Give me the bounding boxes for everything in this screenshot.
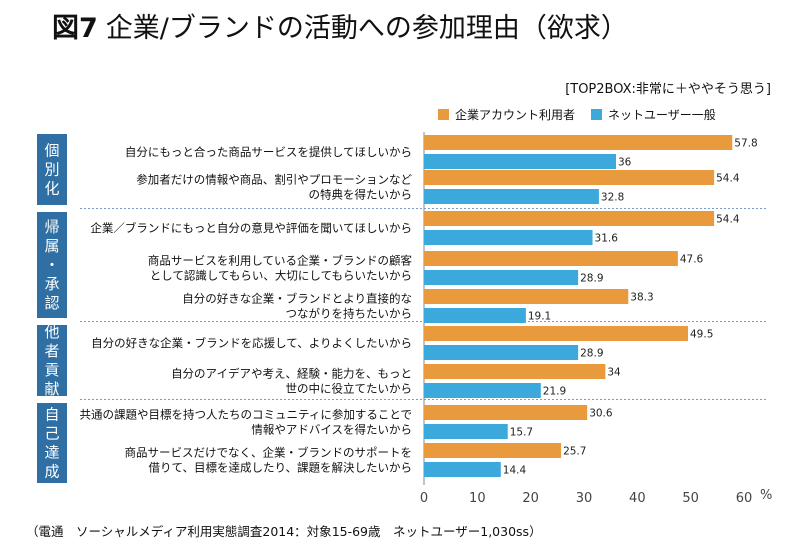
legend: 企業アカウント利用者 ネットユーザー一般 <box>438 106 732 123</box>
category-label: 企業／ブランドにもっと自分の意見や評価を聞いてほしいから <box>90 221 412 235</box>
bar-company <box>424 289 629 304</box>
legend-swatch-general <box>591 109 603 120</box>
category-label: 自分の好きな企業・ブランドとより直接的なつながりを持ちたいから <box>182 292 412 321</box>
figure-label: 図7 <box>52 13 98 44</box>
data-label: 28.9 <box>580 348 603 360</box>
x-tick-label: 40 <box>629 491 646 506</box>
data-label: 34 <box>607 367 621 379</box>
bar-general <box>424 230 593 245</box>
legend-label-general: ネットユーザー一般 <box>608 108 716 122</box>
bar-company <box>424 170 715 185</box>
category-label: 商品サービスを利用している企業・ブランドの顧客として認識してもらい、大切にしても… <box>148 254 413 283</box>
legend-item-company: 企業アカウント利用者 <box>438 106 575 123</box>
data-label: 47.6 <box>680 254 704 266</box>
category-label: 自分の好きな企業・ブランドを応援して、よりよくしたいから <box>91 336 412 350</box>
legend-swatch-company <box>438 109 449 120</box>
data-label: 38.3 <box>630 292 653 304</box>
group-box <box>37 403 67 483</box>
x-tick-label: 30 <box>576 491 593 506</box>
legend-label-company: 企業アカウント利用者 <box>455 108 576 122</box>
source-note: （電通 ソーシャルメディア利用実態調査2014：対象15-69歳 ネットユーザー… <box>26 524 542 539</box>
data-label: 19.1 <box>528 311 551 323</box>
x-tick-label: 60 <box>736 491 753 506</box>
data-label: 28.9 <box>580 273 603 285</box>
data-label: 25.7 <box>563 446 586 458</box>
category-label: 共通の課題や目標を持つ人たちのコミュニティに参加することで情報やアドバイスを得た… <box>80 408 412 437</box>
chart-title: 図7 企業/ブランドの活動への参加理由（欲求） <box>52 6 628 45</box>
bar-company <box>424 211 715 226</box>
chart-subtitle: [TOP2BOX:非常に＋ややそう思う] <box>565 82 771 97</box>
category-label: 商品サービスだけでなく、企業・ブランドのサポートを借りて、目標を達成したり、課題… <box>125 446 413 475</box>
group-label: 帰属・承認 <box>44 218 59 312</box>
x-axis-unit: % <box>760 488 772 503</box>
group-label: 個別化 <box>44 142 59 198</box>
category-label: 参加者だけの情報や商品、割引やプロモーションなどの特典を得たいから <box>136 173 412 202</box>
bar-general <box>424 462 501 477</box>
data-label: 14.4 <box>503 465 527 477</box>
bar-general <box>424 345 579 360</box>
category-label: 自分のアイデアや考え、経験・能力を、もっと世の中に役立てたいから <box>171 367 412 396</box>
bar-general <box>424 308 526 323</box>
bar-company <box>424 326 688 341</box>
bar-general <box>424 270 579 285</box>
data-label: 30.6 <box>589 408 613 420</box>
data-label: 32.8 <box>601 192 624 204</box>
data-label: 15.7 <box>510 427 533 439</box>
x-tick-label: 20 <box>522 491 539 506</box>
x-tick-label: 50 <box>682 491 699 506</box>
data-label: 54.4 <box>716 173 740 185</box>
bar-general <box>424 154 616 169</box>
group-label: 他者貢献 <box>44 323 59 398</box>
legend-item-general: ネットユーザー一般 <box>591 106 716 123</box>
bar-company <box>424 443 562 458</box>
bar-general <box>424 189 599 204</box>
bar-general <box>424 424 508 439</box>
bar-company <box>424 251 678 266</box>
group-label: 自己達成 <box>44 406 59 481</box>
data-label: 21.9 <box>543 386 566 398</box>
bar-general <box>424 383 541 398</box>
data-label: 57.8 <box>734 138 757 150</box>
data-label: 31.6 <box>595 233 619 245</box>
category-label: 自分にもっと合った商品サービスを提供してほしいから <box>125 145 412 159</box>
chart-title-text: 企業/ブランドの活動への参加理由（欲求） <box>105 13 628 44</box>
group-box <box>37 134 67 205</box>
bar-company <box>424 364 606 379</box>
data-label: 49.5 <box>690 329 713 341</box>
group-box <box>37 325 67 396</box>
x-tick-label: 0 <box>420 491 428 506</box>
data-label: 54.4 <box>716 214 740 226</box>
bar-company <box>424 405 588 420</box>
x-tick-label: 10 <box>469 491 486 506</box>
bar-company <box>424 135 733 150</box>
data-label: 36 <box>618 157 632 169</box>
group-box <box>37 212 67 318</box>
